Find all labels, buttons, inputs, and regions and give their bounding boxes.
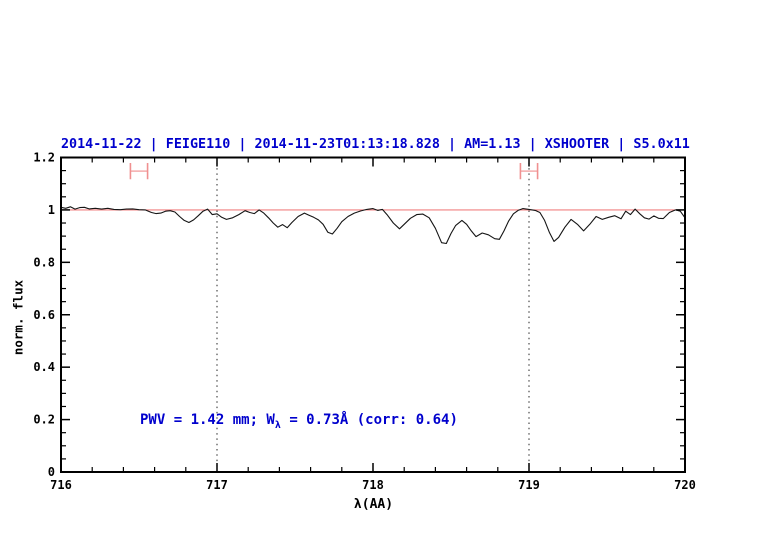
- y-tick-label: 0: [48, 465, 55, 479]
- pwv-annotation-suffix: = 0.73Å (corr: 0.64): [280, 412, 458, 428]
- pwv-annotation-lambda-subscript: λ: [274, 419, 281, 431]
- x-axis-label: λ(AA): [353, 497, 394, 512]
- y-tick-label: 1: [48, 203, 55, 217]
- x-tick-label: 719: [518, 478, 540, 492]
- spectrum-line: [60, 206, 686, 245]
- plot-title: 2014-11-22 | FEIGE110 | 2014-11-23T01:13…: [61, 137, 690, 152]
- y-tick-label: 1.2: [33, 151, 55, 165]
- pwv-annotation-prefix: PWV = 1.42 mm; W: [140, 412, 275, 428]
- y-axis-label: norm. flux: [10, 279, 26, 356]
- y-tick-label: 0.8: [33, 255, 55, 269]
- x-tick-label: 716: [50, 478, 72, 492]
- pwv-annotation: PWV = 1.42 mm; Wλ = 0.73Å (corr: 0.64): [140, 412, 458, 431]
- x-tick-label: 717: [206, 478, 228, 492]
- x-tick-label: 718: [362, 478, 384, 492]
- y-tick-label: 0.6: [33, 308, 55, 322]
- y-tick-label: 0.4: [33, 360, 55, 374]
- x-tick-label: 720: [674, 478, 696, 492]
- y-tick-label: 0.2: [33, 413, 55, 427]
